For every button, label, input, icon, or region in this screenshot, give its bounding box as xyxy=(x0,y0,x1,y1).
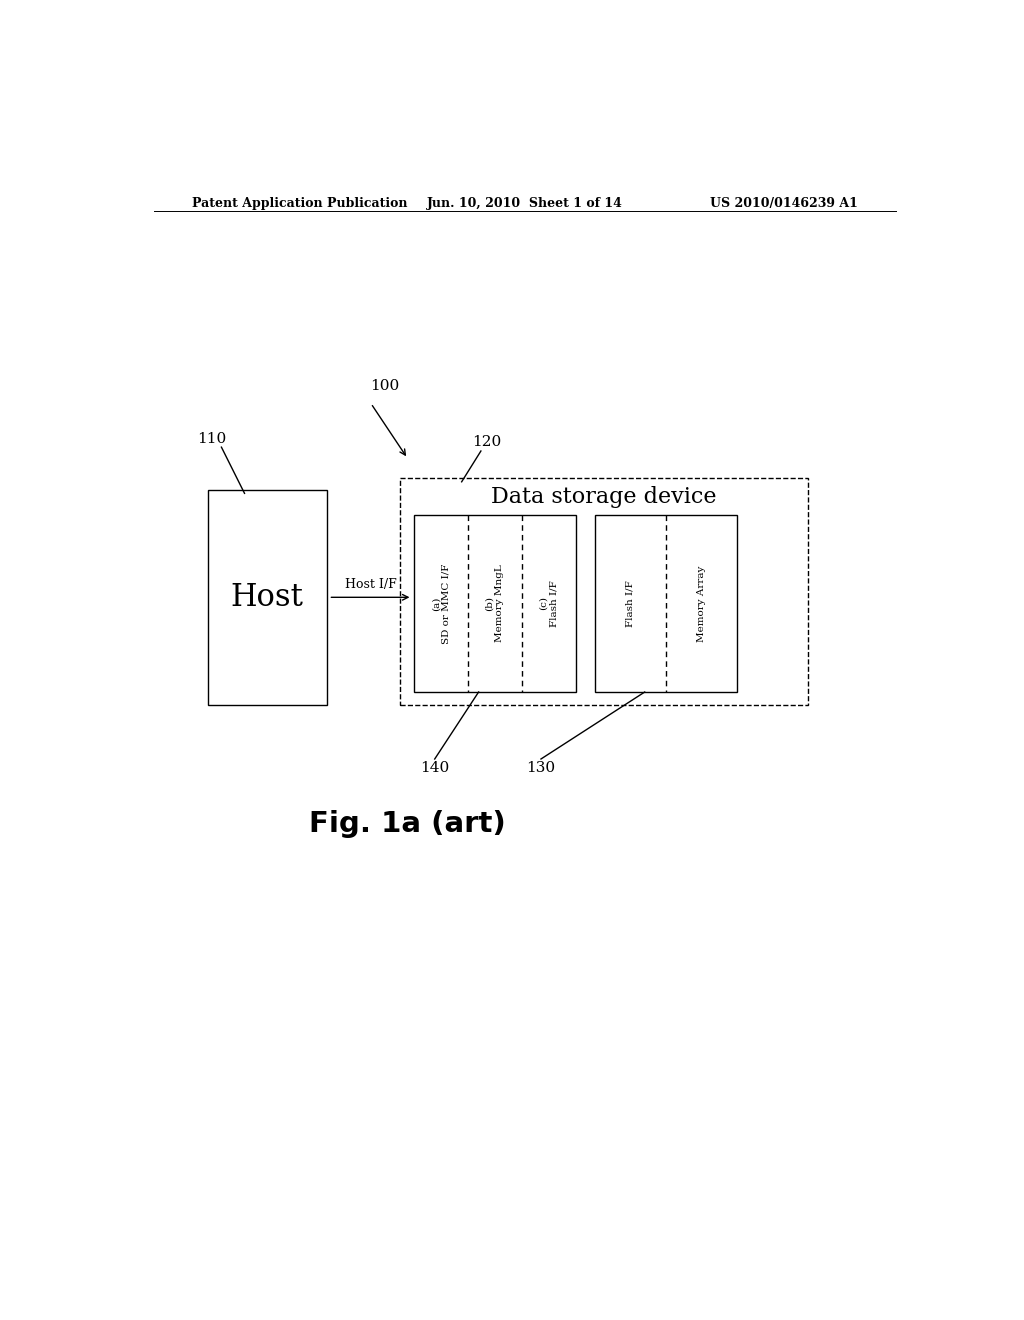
Text: 130: 130 xyxy=(526,762,556,775)
Text: Patent Application Publication: Patent Application Publication xyxy=(193,197,408,210)
Bar xyxy=(595,515,737,692)
Text: US 2010/0146239 A1: US 2010/0146239 A1 xyxy=(710,197,857,210)
Text: (a)
SD or MMC I/F: (a) SD or MMC I/F xyxy=(431,564,451,644)
Text: Flash I/F: Flash I/F xyxy=(626,579,635,627)
Text: 120: 120 xyxy=(472,434,501,449)
Text: 100: 100 xyxy=(370,379,399,392)
Text: (c)
Flash I/F: (c) Flash I/F xyxy=(539,579,558,627)
Bar xyxy=(400,478,808,705)
Text: Data storage device: Data storage device xyxy=(492,486,717,508)
Bar xyxy=(208,490,327,705)
Text: Jun. 10, 2010  Sheet 1 of 14: Jun. 10, 2010 Sheet 1 of 14 xyxy=(427,197,623,210)
Text: 140: 140 xyxy=(420,762,450,775)
Text: Memory Array: Memory Array xyxy=(697,565,707,642)
Text: Fig. 1a (art): Fig. 1a (art) xyxy=(309,810,506,838)
Bar xyxy=(414,515,575,692)
Text: Host: Host xyxy=(230,582,304,612)
Text: 110: 110 xyxy=(197,433,226,446)
Text: (b)
Memory MngL: (b) Memory MngL xyxy=(485,565,505,643)
Text: Host I/F: Host I/F xyxy=(344,578,396,591)
